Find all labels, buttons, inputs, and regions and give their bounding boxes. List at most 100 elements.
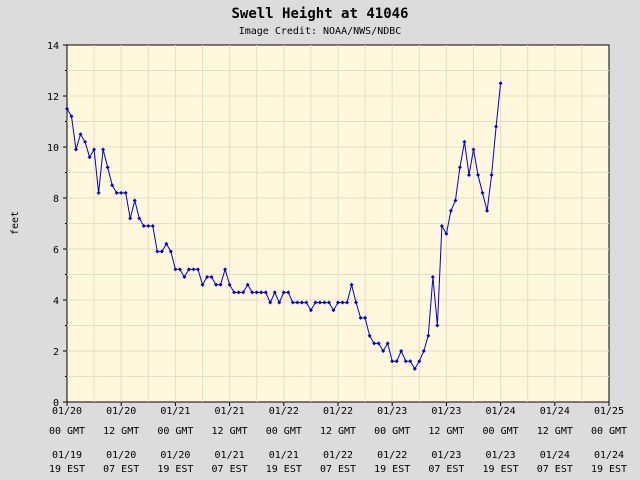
- data-point: [412, 366, 417, 371]
- x-tick-label-est-time: 19 EST: [374, 464, 410, 475]
- x-tick-label-est-date: 01/24: [540, 450, 570, 461]
- x-tick-label-gmt-date: 01/21: [160, 406, 190, 417]
- x-tick-label-gmt-date: 01/24: [486, 406, 516, 417]
- x-tick-label-est-time: 19 EST: [483, 464, 519, 475]
- y-tick-label: 14: [47, 41, 59, 52]
- data-point: [150, 224, 155, 229]
- y-tick-label: 2: [53, 347, 59, 358]
- x-tick-label-gmt-date: 01/23: [377, 406, 407, 417]
- x-tick-label-gmt-date: 01/20: [52, 406, 82, 417]
- data-point: [209, 275, 214, 280]
- data-point: [159, 249, 164, 254]
- data-point: [155, 249, 160, 254]
- data-point: [128, 216, 133, 221]
- data-point: [381, 349, 386, 353]
- data-point: [83, 139, 88, 144]
- data-point: [272, 290, 277, 295]
- x-tick-label-gmt-time: 00 GMT: [591, 426, 627, 437]
- data-point: [241, 290, 246, 295]
- data-point: [205, 275, 210, 280]
- y-axis-ticks: 0 2 4 6 8 10 12 14: [47, 41, 67, 409]
- data-point: [195, 267, 200, 272]
- data-point: [119, 190, 124, 195]
- data-point: [236, 290, 241, 295]
- data-point: [69, 114, 74, 119]
- x-tick-label-est-time: 07 EST: [103, 464, 139, 475]
- x-tick-label-est-date: 01/20: [106, 450, 136, 461]
- data-point: [218, 282, 223, 287]
- y-tick-label: 10: [47, 143, 59, 154]
- data-point: [245, 282, 250, 287]
- data-point: [417, 359, 422, 364]
- data-point: [421, 349, 426, 353]
- data-point: [304, 300, 309, 305]
- data-point: [466, 173, 471, 178]
- data-point: [372, 341, 377, 346]
- data-point: [340, 300, 345, 305]
- x-tick-label-est-time: 19 EST: [266, 464, 302, 475]
- x-tick-label-gmt-date: 01/20: [106, 406, 136, 417]
- data-point: [141, 224, 146, 229]
- data-point: [295, 300, 300, 305]
- data-point: [448, 208, 453, 213]
- data-point: [132, 198, 137, 203]
- x-tick-label-gmt-time: 00 GMT: [266, 426, 302, 437]
- data-point: [123, 190, 128, 195]
- x-tick-label-est-time: 07 EST: [428, 464, 464, 475]
- x-tick-label-est-date: 01/23: [431, 450, 461, 461]
- data-point: [485, 208, 490, 213]
- data-point: [168, 249, 173, 254]
- data-point: [254, 290, 259, 295]
- data-point: [345, 300, 350, 305]
- x-tick-label-gmt-time: 12 GMT: [103, 426, 139, 437]
- x-tick-label-gmt-date: 01/22: [269, 406, 299, 417]
- data-point: [390, 359, 395, 364]
- data-point: [110, 183, 115, 188]
- data-point: [92, 147, 97, 152]
- data-point: [182, 275, 187, 280]
- data-point: [286, 290, 291, 295]
- data-point: [462, 139, 467, 144]
- x-tick-label-est-date: 01/22: [377, 450, 407, 461]
- data-point: [317, 300, 322, 305]
- x-tick-label-gmt-time: 12 GMT: [428, 426, 464, 437]
- y-tick-label: 12: [47, 92, 59, 103]
- x-tick-label-gmt-time: 12 GMT: [212, 426, 248, 437]
- x-tick-label-gmt-date: 01/25: [594, 406, 624, 417]
- x-tick-label-est-date: 01/21: [269, 450, 299, 461]
- chart-subtitle: Image Credit: NOAA/NWS/NDBC: [239, 26, 402, 37]
- data-point: [354, 300, 359, 305]
- x-tick-label-est-time: 07 EST: [212, 464, 248, 475]
- data-point: [453, 198, 458, 203]
- x-tick-label-gmt-date: 01/24: [540, 406, 570, 417]
- data-point: [322, 300, 327, 305]
- data-point: [137, 216, 142, 221]
- data-point: [430, 275, 435, 280]
- data-point: [331, 308, 336, 313]
- x-tick-label-gmt-time: 00 GMT: [374, 426, 410, 437]
- x-tick-label-gmt-time: 00 GMT: [49, 426, 85, 437]
- chart-title: Swell Height at 41046: [231, 6, 408, 22]
- x-tick-label-gmt-date: 01/22: [323, 406, 353, 417]
- x-tick-label-gmt-time: 00 GMT: [483, 426, 519, 437]
- data-point: [408, 359, 413, 364]
- x-tick-label-gmt-time: 12 GMT: [537, 426, 573, 437]
- data-point: [299, 300, 304, 305]
- data-point: [74, 147, 79, 152]
- y-tick-label: 8: [53, 194, 59, 205]
- data-point: [101, 147, 106, 152]
- data-point: [227, 282, 232, 287]
- data-point: [259, 290, 264, 295]
- data-point: [494, 124, 499, 129]
- data-point: [173, 267, 178, 272]
- data-point: [78, 132, 83, 137]
- data-point: [435, 323, 440, 328]
- data-point: [480, 190, 485, 195]
- x-tick-label-gmt-time: 00 GMT: [157, 426, 193, 437]
- data-point: [250, 290, 255, 295]
- x-tick-label-est-date: 01/19: [52, 450, 82, 461]
- data-point: [200, 282, 205, 287]
- y-tick-label: 6: [53, 245, 59, 256]
- data-point: [290, 300, 295, 305]
- data-point: [263, 290, 268, 295]
